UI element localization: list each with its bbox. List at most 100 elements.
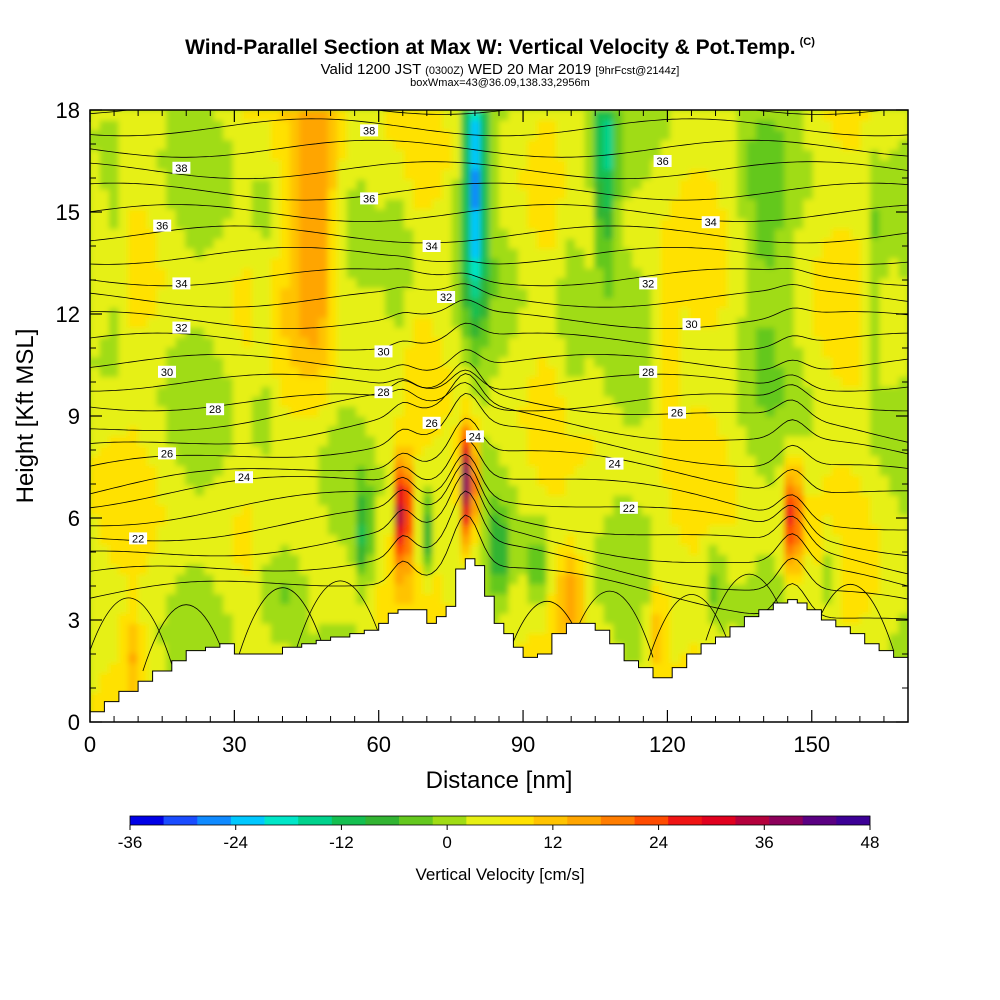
colorbar-tick-label: 12 (543, 833, 562, 852)
contour-label-22: 22 (619, 501, 638, 515)
colorbar-segment (298, 816, 333, 825)
valid-time-line: Valid 1200 JST (0300Z) WED 20 Mar 2019 [… (0, 61, 1000, 78)
contour-label-26: 26 (158, 447, 176, 460)
colorbar-tick-label: 24 (649, 833, 668, 852)
contour-label-28: 28 (374, 386, 393, 399)
contour-label-32: 32 (437, 291, 456, 304)
contour-label-32: 32 (172, 321, 191, 335)
colorbar-segment (432, 816, 467, 825)
contour-label-text: 36 (156, 221, 168, 233)
contour-label-24: 24 (605, 457, 624, 471)
colorbar-segment (634, 816, 669, 825)
contour-label-30: 30 (682, 318, 701, 331)
contour-label-36: 36 (360, 192, 379, 205)
valid-time: Valid 1200 JST (320, 61, 421, 78)
x-axis-title: Distance [nm] (426, 767, 573, 794)
contour-label-text: 38 (363, 125, 375, 137)
chart-title: Wind-Parallel Section at Max W: Vertical… (0, 36, 1000, 60)
colorbar-segment (600, 816, 635, 825)
y-tick-label: 6 (68, 506, 80, 531)
colorbar-segment (264, 816, 299, 825)
valid-date: WED 20 Mar 2019 (467, 61, 592, 78)
colorbar-segment (668, 816, 703, 825)
contour-label-text: 32 (175, 323, 187, 335)
contour-label-28: 28 (206, 403, 225, 416)
contour-label-38: 38 (360, 124, 379, 137)
contour-label-text: 22 (132, 533, 144, 545)
colorbar-segment (769, 816, 804, 825)
colorbar-segment (163, 816, 198, 825)
contour-label-26: 26 (422, 416, 441, 430)
colorbar-tick-label: -24 (223, 833, 248, 852)
contour-label-26: 26 (668, 406, 686, 420)
colorbar-segment (701, 816, 736, 825)
contour-label-22: 22 (129, 532, 148, 545)
colorbar-segment (735, 816, 770, 825)
y-tick-label: 0 (68, 710, 80, 735)
contour-label-30: 30 (158, 365, 176, 379)
forecast-info: [9hrFcst@2144z] (595, 65, 680, 77)
contour-label-24: 24 (465, 430, 484, 443)
colorbar-tick-label: -12 (329, 833, 354, 852)
colorbar-segment (197, 816, 232, 825)
contour-label-text: 24 (238, 472, 250, 484)
colorbar-segment (230, 816, 265, 825)
y-tick-label: 15 (56, 200, 80, 225)
contour-label-text: 24 (608, 459, 620, 471)
y-tick-label: 9 (68, 404, 80, 429)
box-info: boxWmax=43@36.09,138.33,2956m (410, 77, 590, 89)
contour-label-32: 32 (639, 277, 658, 290)
colorbar-tick-label: 0 (442, 833, 451, 852)
contour-label-28: 28 (639, 365, 658, 379)
contour-label-text: 24 (469, 431, 481, 443)
colorbar-segment (567, 816, 602, 825)
contour-label-34: 34 (172, 277, 191, 290)
colorbar-segment (533, 816, 568, 825)
x-tick-label: 120 (649, 732, 686, 757)
colorbar-tick-label: -36 (118, 833, 143, 852)
y-axis-title: Height [Kft MSL] (12, 329, 39, 504)
contour-label-38: 38 (172, 161, 191, 175)
terrain-mask (89, 558, 909, 723)
contour-label-text: 34 (425, 241, 437, 253)
chart-header: Wind-Parallel Section at Max W: Vertical… (0, 0, 1000, 100)
colorbar-segment (130, 816, 164, 825)
y-tick-label: 18 (56, 98, 80, 123)
colorbar-frame (129, 815, 871, 826)
contour-label-36: 36 (153, 219, 172, 233)
contour-label-34: 34 (701, 216, 720, 229)
x-tick-label: 90 (511, 732, 535, 757)
title-text: Wind-Parallel Section at Max W: Vertical… (185, 36, 796, 59)
contour-label-text: 30 (685, 319, 697, 331)
contour-label-text: 30 (161, 367, 173, 379)
contour-labels: 38 38 36 36 36 34 34 34 32 32 32 30 30 30 28 28 28 26 26 26… (129, 124, 720, 545)
colorbar-segment (365, 816, 400, 825)
contour-label-30: 30 (374, 345, 393, 358)
x-tick-label: 0 (84, 732, 96, 757)
x-tick-label: 150 (793, 732, 830, 757)
contour-label-text: 36 (656, 156, 668, 168)
colorbar: -36 -24 -12 0 12 24 36 48 (118, 815, 879, 852)
colorbar-tick-label: 36 (755, 833, 774, 852)
contour-label-34: 34 (422, 240, 441, 253)
contour-label-text: 34 (705, 217, 717, 229)
y-tick-label: 3 (68, 608, 80, 633)
contour-label-text: 32 (642, 278, 654, 290)
x-tick-label: 60 (366, 732, 390, 757)
copyright-mark: (C) (799, 36, 815, 48)
contour-label-text: 26 (161, 448, 173, 460)
colorbar-segment (500, 816, 534, 825)
colorbar-segment (802, 816, 837, 825)
colorbar-segment (331, 816, 366, 825)
colorbar-segment (466, 816, 501, 825)
contour-label-text: 34 (175, 278, 187, 290)
colorbar-segment (399, 816, 434, 825)
contour-label-text: 38 (175, 163, 187, 175)
contour-label-text: 28 (209, 404, 221, 416)
potential-temperature-contours (90, 110, 908, 672)
contour-label-36: 36 (653, 155, 672, 168)
contour-label-text: 30 (377, 346, 389, 358)
contour-label-text: 22 (623, 503, 635, 515)
